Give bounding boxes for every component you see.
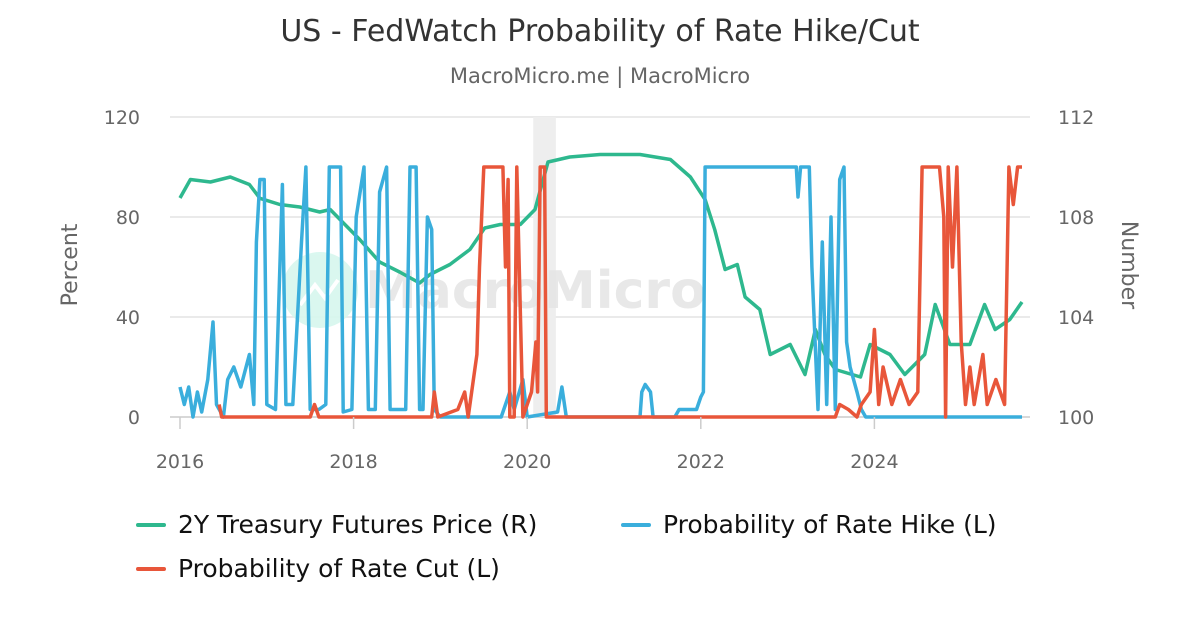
legend-swatch [621,522,651,527]
x-tick: 2020 [503,451,551,473]
watermark: MacroMicro [282,252,706,328]
watermark-text: MacroMicro [365,261,706,321]
y-tick-left: 40 [116,307,140,329]
y-tick-right: 100 [1058,407,1094,429]
chart-subtitle: MacroMicro.me | MacroMicro [449,64,751,88]
series-line-rate-cut[interactable] [217,165,1022,419]
legend-swatch [136,522,166,527]
x-tick: 2018 [329,451,377,473]
legend-label: Probability of Rate Cut (L) [178,554,500,583]
x-tick: 2022 [677,451,725,473]
chart-title: US - FedWatch Probability of Rate Hike/C… [280,14,920,49]
y-axis-right-label: Number [1116,221,1141,310]
legend-swatch [136,566,166,571]
legend-label: Probability of Rate Hike (L) [663,510,997,539]
x-tick: 2024 [850,451,898,473]
y-tick-right: 104 [1058,307,1094,329]
x-tick: 2016 [156,451,204,473]
y-tick-left: 0 [128,407,140,429]
y-tick-right: 108 [1058,207,1094,229]
y-tick-left: 80 [116,207,140,229]
series-line-treasury-price[interactable] [178,152,1024,379]
legend-item-treasury[interactable]: 2Y Treasury Futures Price (R) [136,510,537,539]
y-tick-left: 120 [104,107,140,129]
series-line-rate-hike[interactable] [178,165,1022,419]
legend-item-hike[interactable]: Probability of Rate Hike (L) [621,510,997,539]
legend-item-cut[interactable]: Probability of Rate Cut (L) [136,554,500,583]
legend-label: 2Y Treasury Futures Price (R) [178,510,538,539]
y-axis-left-label: Percent [58,223,83,306]
y-tick-right: 112 [1058,107,1094,129]
